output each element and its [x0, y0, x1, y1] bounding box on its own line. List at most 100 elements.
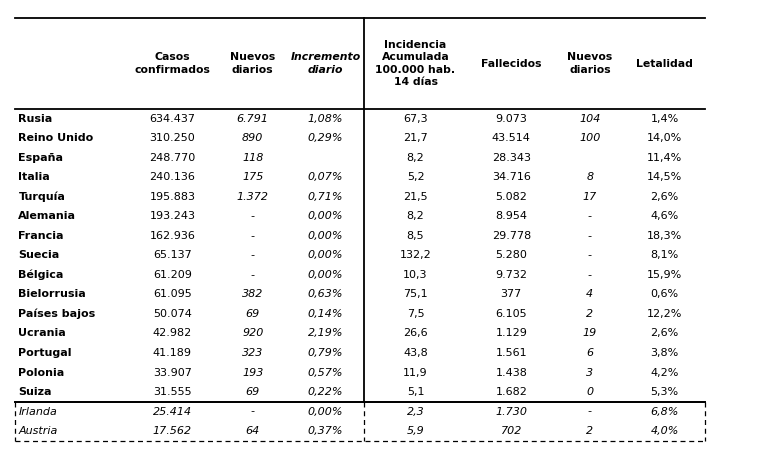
- Text: 42.982: 42.982: [152, 328, 192, 339]
- Text: Bélgica: Bélgica: [18, 270, 64, 280]
- Text: 2,19%: 2,19%: [308, 328, 343, 339]
- Text: 5,2: 5,2: [407, 172, 424, 183]
- Text: 21,5: 21,5: [403, 192, 428, 202]
- Text: 0,00%: 0,00%: [308, 231, 343, 241]
- Text: 0,14%: 0,14%: [308, 309, 343, 319]
- Text: 18,3%: 18,3%: [647, 231, 683, 241]
- Text: 5.082: 5.082: [496, 192, 527, 202]
- Text: 61.209: 61.209: [153, 270, 192, 280]
- Text: 1.730: 1.730: [496, 406, 527, 417]
- Text: -: -: [250, 270, 255, 280]
- Text: 0,00%: 0,00%: [308, 250, 343, 261]
- Text: 4,6%: 4,6%: [650, 211, 679, 222]
- Text: 0,6%: 0,6%: [650, 289, 679, 300]
- Text: 2,6%: 2,6%: [650, 192, 679, 202]
- Text: 12,2%: 12,2%: [647, 309, 683, 319]
- Text: 5,9: 5,9: [407, 426, 424, 436]
- Text: 1.372: 1.372: [237, 192, 269, 202]
- Text: 702: 702: [501, 426, 522, 436]
- Text: 6.791: 6.791: [237, 114, 269, 124]
- Text: 0: 0: [586, 387, 594, 397]
- Text: 11,9: 11,9: [403, 367, 428, 378]
- Text: 8.954: 8.954: [496, 211, 527, 222]
- Text: Reino Unido: Reino Unido: [18, 133, 93, 143]
- Text: -: -: [588, 211, 592, 222]
- Text: Italia: Italia: [18, 172, 50, 183]
- Text: 41.189: 41.189: [153, 348, 192, 358]
- Text: 7,5: 7,5: [407, 309, 424, 319]
- Text: 193: 193: [242, 367, 264, 378]
- Text: Bielorrusia: Bielorrusia: [18, 289, 86, 300]
- Text: 3,8%: 3,8%: [650, 348, 679, 358]
- Text: 19: 19: [583, 328, 597, 339]
- Text: 8,5: 8,5: [407, 231, 424, 241]
- Text: 75,1: 75,1: [403, 289, 428, 300]
- Text: 0,57%: 0,57%: [308, 367, 343, 378]
- Text: 3: 3: [586, 367, 594, 378]
- Text: 0,29%: 0,29%: [308, 133, 343, 143]
- Text: Ucrania: Ucrania: [18, 328, 66, 339]
- Text: Portugal: Portugal: [18, 348, 72, 358]
- Text: 5.280: 5.280: [496, 250, 527, 261]
- Text: 1.561: 1.561: [496, 348, 527, 358]
- Text: 8,2: 8,2: [407, 153, 424, 163]
- Text: Incidencia
Acumulada
100.000 hab.
14 días: Incidencia Acumulada 100.000 hab. 14 día…: [375, 40, 456, 87]
- Text: 634.437: 634.437: [149, 114, 195, 124]
- Text: Casos
confirmados: Casos confirmados: [134, 52, 211, 75]
- Text: Nuevos
diarios: Nuevos diarios: [230, 52, 276, 75]
- Text: Irlanda: Irlanda: [18, 406, 57, 417]
- Text: 0,00%: 0,00%: [308, 211, 343, 222]
- Text: 0,00%: 0,00%: [308, 270, 343, 280]
- Text: 1.438: 1.438: [496, 367, 527, 378]
- Text: -: -: [588, 250, 592, 261]
- Text: 29.778: 29.778: [492, 231, 531, 241]
- Text: Turquía: Turquía: [18, 192, 65, 202]
- Text: Países bajos: Países bajos: [18, 309, 96, 319]
- Text: -: -: [250, 211, 255, 222]
- Text: 1,08%: 1,08%: [308, 114, 343, 124]
- Text: 382: 382: [242, 289, 264, 300]
- Text: 33.907: 33.907: [153, 367, 192, 378]
- Text: 175: 175: [242, 172, 264, 183]
- Text: 6,8%: 6,8%: [650, 406, 679, 417]
- Text: 6.105: 6.105: [496, 309, 527, 319]
- Text: 0,00%: 0,00%: [308, 406, 343, 417]
- Text: Nuevos
diarios: Nuevos diarios: [567, 52, 613, 75]
- Text: 310.250: 310.250: [149, 133, 195, 143]
- Text: 34.716: 34.716: [492, 172, 531, 183]
- Text: 50.074: 50.074: [153, 309, 192, 319]
- Text: 1.129: 1.129: [496, 328, 527, 339]
- Text: 1,4%: 1,4%: [650, 114, 679, 124]
- Text: 890: 890: [242, 133, 264, 143]
- Text: 132,2: 132,2: [400, 250, 431, 261]
- Text: 61.095: 61.095: [153, 289, 192, 300]
- Text: 1.682: 1.682: [496, 387, 527, 397]
- Text: -: -: [250, 231, 255, 241]
- Text: Fallecidos: Fallecidos: [481, 59, 542, 69]
- Text: 25.414: 25.414: [152, 406, 192, 417]
- Text: 2: 2: [586, 309, 594, 319]
- Text: 0,37%: 0,37%: [308, 426, 343, 436]
- Text: Letalidad: Letalidad: [636, 59, 693, 69]
- Text: 28.343: 28.343: [492, 153, 531, 163]
- Text: 5,1: 5,1: [407, 387, 424, 397]
- Text: Suecia: Suecia: [18, 250, 60, 261]
- Text: España: España: [18, 153, 64, 163]
- Text: 4,0%: 4,0%: [650, 426, 679, 436]
- Text: 26,6: 26,6: [403, 328, 428, 339]
- Text: 377: 377: [501, 289, 522, 300]
- Text: 9.073: 9.073: [496, 114, 527, 124]
- Text: 2,6%: 2,6%: [650, 328, 679, 339]
- Text: 2,3: 2,3: [407, 406, 424, 417]
- Text: 193.243: 193.243: [149, 211, 195, 222]
- Text: -: -: [250, 250, 255, 261]
- Text: 10,3: 10,3: [404, 270, 427, 280]
- Text: 67,3: 67,3: [403, 114, 428, 124]
- Text: 64: 64: [246, 426, 260, 436]
- Text: 118: 118: [242, 153, 264, 163]
- Text: 43.514: 43.514: [492, 133, 531, 143]
- Text: 14,5%: 14,5%: [647, 172, 683, 183]
- Text: 17: 17: [583, 192, 597, 202]
- Text: 43,8: 43,8: [403, 348, 428, 358]
- Text: 21,7: 21,7: [403, 133, 428, 143]
